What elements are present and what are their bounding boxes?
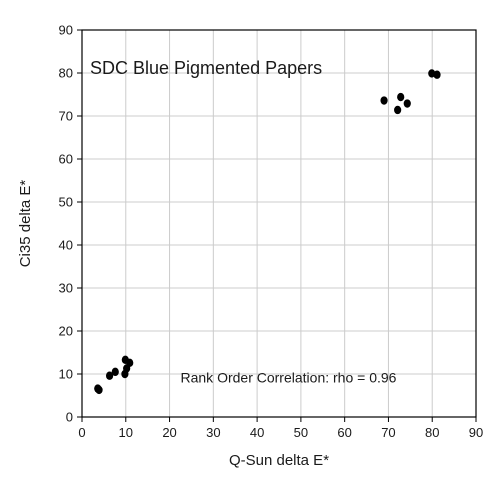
- data-point: [394, 105, 402, 115]
- y-tick-label: 60: [59, 152, 73, 167]
- data-point: [397, 92, 405, 102]
- y-tick-label: 50: [59, 195, 73, 210]
- y-tick-label: 10: [59, 367, 73, 382]
- y-tick-label: 20: [59, 324, 73, 339]
- y-tick-label: 0: [66, 410, 73, 425]
- x-tick-label: 0: [78, 425, 85, 440]
- x-tick-label: 10: [119, 425, 133, 440]
- data-point: [105, 371, 114, 380]
- plot-frame: [81, 29, 477, 418]
- data-point: [380, 96, 388, 105]
- data-point: [95, 385, 103, 395]
- grid: [82, 30, 476, 417]
- x-tick-label: 20: [162, 425, 176, 440]
- x-tick-label: 40: [250, 425, 264, 440]
- data-point: [433, 70, 441, 79]
- x-tick-label: 90: [469, 425, 483, 440]
- y-tick-label: 90: [59, 23, 73, 38]
- axis-ticks: 0 10 20 30 40 50 60 70 80 90 0 10 20 30 40 50 60 70 80 90: [59, 23, 484, 441]
- x-axis-title: Q-Sun delta E*: [229, 452, 329, 469]
- y-tick-label: 30: [59, 281, 73, 296]
- data-points: [94, 69, 441, 395]
- y-tick-label: 40: [59, 238, 73, 253]
- data-point: [111, 367, 119, 377]
- y-tick-label: 80: [59, 66, 73, 81]
- x-tick-label: 80: [425, 425, 439, 440]
- chart-title: SDC Blue Pigmented Papers: [90, 58, 322, 78]
- x-tick-label: 70: [381, 425, 395, 440]
- data-point: [403, 99, 411, 108]
- x-tick-label: 50: [294, 425, 308, 440]
- correlation-annotation: Rank Order Correlation: rho = 0.96: [181, 370, 397, 386]
- x-tick-label: 30: [206, 425, 220, 440]
- y-tick-label: 70: [59, 109, 73, 124]
- x-tick-label: 60: [337, 425, 351, 440]
- data-point: [126, 358, 134, 368]
- y-axis-title: Ci35 delta E*: [17, 180, 34, 268]
